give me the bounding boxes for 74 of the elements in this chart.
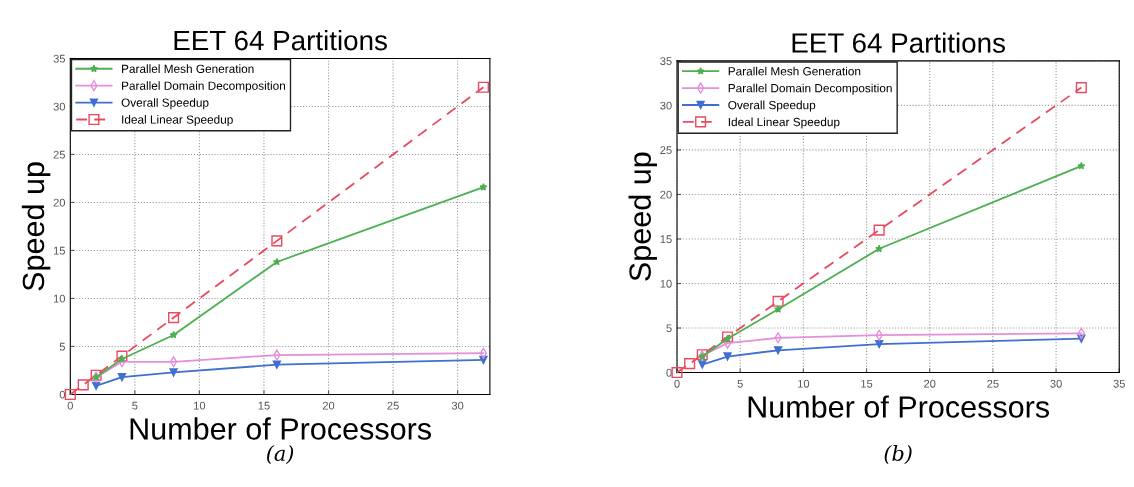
y-tick-label: 35 <box>660 57 672 66</box>
y-axis-title: Speed up <box>628 152 657 281</box>
chart-title: EET 64 Partitions <box>174 29 387 51</box>
y-tick-label: 10 <box>53 294 66 303</box>
point <box>684 358 696 370</box>
x-tick-label: 30 <box>451 401 464 410</box>
point <box>272 257 281 266</box>
point <box>479 182 488 191</box>
y-tick-label: 20 <box>53 198 66 207</box>
point <box>272 360 282 369</box>
point <box>479 347 488 359</box>
legend-label: Ideal Linear Speedup <box>122 115 233 127</box>
point <box>91 381 101 390</box>
y-tick-label: 5 <box>59 342 65 351</box>
point <box>773 346 783 355</box>
x-tick-label: 25 <box>387 401 399 410</box>
x-tick-label: 30 <box>1050 379 1062 388</box>
point <box>477 81 489 93</box>
x-tick-label: 10 <box>798 379 810 388</box>
x-tick-label: 5 <box>132 401 138 410</box>
point <box>116 350 128 362</box>
x-tick-label: 15 <box>258 401 270 410</box>
point <box>117 373 127 382</box>
legend-label: Ideal Linear Speedup <box>728 117 840 129</box>
y-tick-label: 10 <box>660 279 672 288</box>
text: (b) <box>884 444 912 464</box>
point <box>772 295 784 307</box>
point <box>774 305 783 313</box>
point <box>698 360 707 369</box>
x-tick-label: 20 <box>924 379 936 388</box>
point <box>671 366 683 379</box>
x-axis-title: Number of Processors <box>130 417 431 440</box>
x-axis-title: Number of Processors <box>748 395 1050 418</box>
legend-label: Overall Speedup <box>728 100 816 112</box>
point <box>169 330 178 339</box>
legend-label: Parallel Mesh Generation <box>728 66 861 76</box>
x-tick-label: 35 <box>1113 379 1125 388</box>
y-axis-title: Speed up <box>21 162 51 291</box>
point <box>723 352 732 361</box>
y-tick-label: 20 <box>660 190 672 199</box>
y-tick-label: 30 <box>53 102 66 111</box>
y-tick-label: 15 <box>660 235 672 244</box>
y-tick-label: 5 <box>666 324 672 333</box>
y-tick-label: 25 <box>53 150 65 159</box>
legend-label: Overall Speedup <box>121 98 209 110</box>
legend-label: Parallel Mesh Generation <box>122 64 254 74</box>
y-tick-label: 35 <box>53 54 65 63</box>
point <box>873 224 885 236</box>
y-tick-label: 30 <box>660 101 672 110</box>
point <box>117 354 126 363</box>
point <box>875 339 884 349</box>
y-tick-label: 15 <box>53 246 65 255</box>
x-tick-label: 15 <box>861 379 873 388</box>
point <box>168 312 180 324</box>
x-tick-label: 5 <box>737 379 743 388</box>
legend-label: Parallel Domain Decomposition <box>728 83 892 95</box>
point <box>271 235 283 247</box>
point <box>64 388 76 401</box>
point <box>1077 161 1086 170</box>
point <box>875 244 884 253</box>
y-tick-label: 0 <box>59 390 66 399</box>
text: (a) <box>267 444 294 464</box>
point <box>169 368 178 377</box>
x-tick-label: 25 <box>987 379 999 388</box>
point <box>169 356 178 368</box>
y-tick-label: 25 <box>660 146 672 155</box>
x-tick-label: 20 <box>322 401 335 410</box>
x-tick-label: 0 <box>67 401 73 410</box>
chart-title: EET 64 Partitions <box>792 32 1005 53</box>
point <box>1075 82 1087 94</box>
x-tick-label: 0 <box>674 379 680 388</box>
point <box>77 379 89 391</box>
legend-label: Parallel Domain Decomposition <box>122 81 285 93</box>
x-tick-label: 10 <box>194 401 206 410</box>
